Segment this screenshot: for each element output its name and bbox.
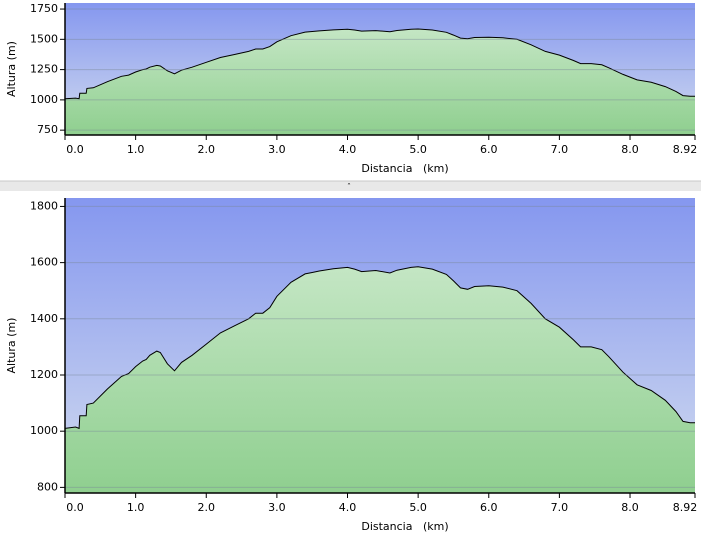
x-tick-label: 1.0 <box>127 143 145 156</box>
x-tick-label: 8.0 <box>621 501 639 514</box>
x-tick-label: 6.0 <box>480 501 498 514</box>
splitter-grip: ˆ <box>347 182 351 192</box>
x-axis-title: Distancia (km) <box>361 162 448 175</box>
y-tick-label: 1400 <box>30 312 58 325</box>
x-tick-label: 6.0 <box>480 143 498 156</box>
x-tick-label: 2.0 <box>198 143 216 156</box>
x-tick-label: 7.0 <box>551 143 569 156</box>
elevation-line <box>64 266 695 430</box>
x-tick-label: 7.0 <box>551 501 569 514</box>
y-tick-label: 750 <box>37 123 58 136</box>
y-axis-title: Altura (m) <box>5 318 18 374</box>
y-tick-label: 1600 <box>30 256 58 269</box>
y-tick-label: 1750 <box>30 2 58 15</box>
y-tick-label: 1500 <box>30 32 58 45</box>
y-tick-label: 1000 <box>30 424 58 437</box>
x-tick-label: 4.0 <box>339 143 357 156</box>
x-tick-label: 8.92 <box>673 143 698 156</box>
x-tick-label: 8.92 <box>673 501 698 514</box>
y-tick-label: 1250 <box>30 63 58 76</box>
y-tick-label: 800 <box>37 480 58 493</box>
x-tick-label: 4.0 <box>339 501 357 514</box>
y-tick-label: 1800 <box>30 199 58 212</box>
y-axis-title: Altura (m) <box>5 41 18 97</box>
x-tick-label: 1.0 <box>127 501 145 514</box>
x-tick-label: 2.0 <box>198 501 216 514</box>
y-tick-label: 1000 <box>30 93 58 106</box>
x-tick-label: 5.0 <box>409 501 427 514</box>
x-tick-label: 3.0 <box>268 501 286 514</box>
y-tick-label: 1200 <box>30 368 58 381</box>
x-tick-label: 0.0 <box>66 501 84 514</box>
x-tick-label: 3.0 <box>268 143 286 156</box>
x-axis-title: Distancia (km) <box>361 520 448 533</box>
elevation-area <box>65 29 695 135</box>
elevation-area <box>65 266 695 493</box>
elevation-line <box>64 28 695 100</box>
splitter[interactable] <box>0 181 701 191</box>
x-tick-label: 8.0 <box>621 143 639 156</box>
x-tick-label: 5.0 <box>409 143 427 156</box>
x-tick-label: 0.0 <box>66 143 84 156</box>
